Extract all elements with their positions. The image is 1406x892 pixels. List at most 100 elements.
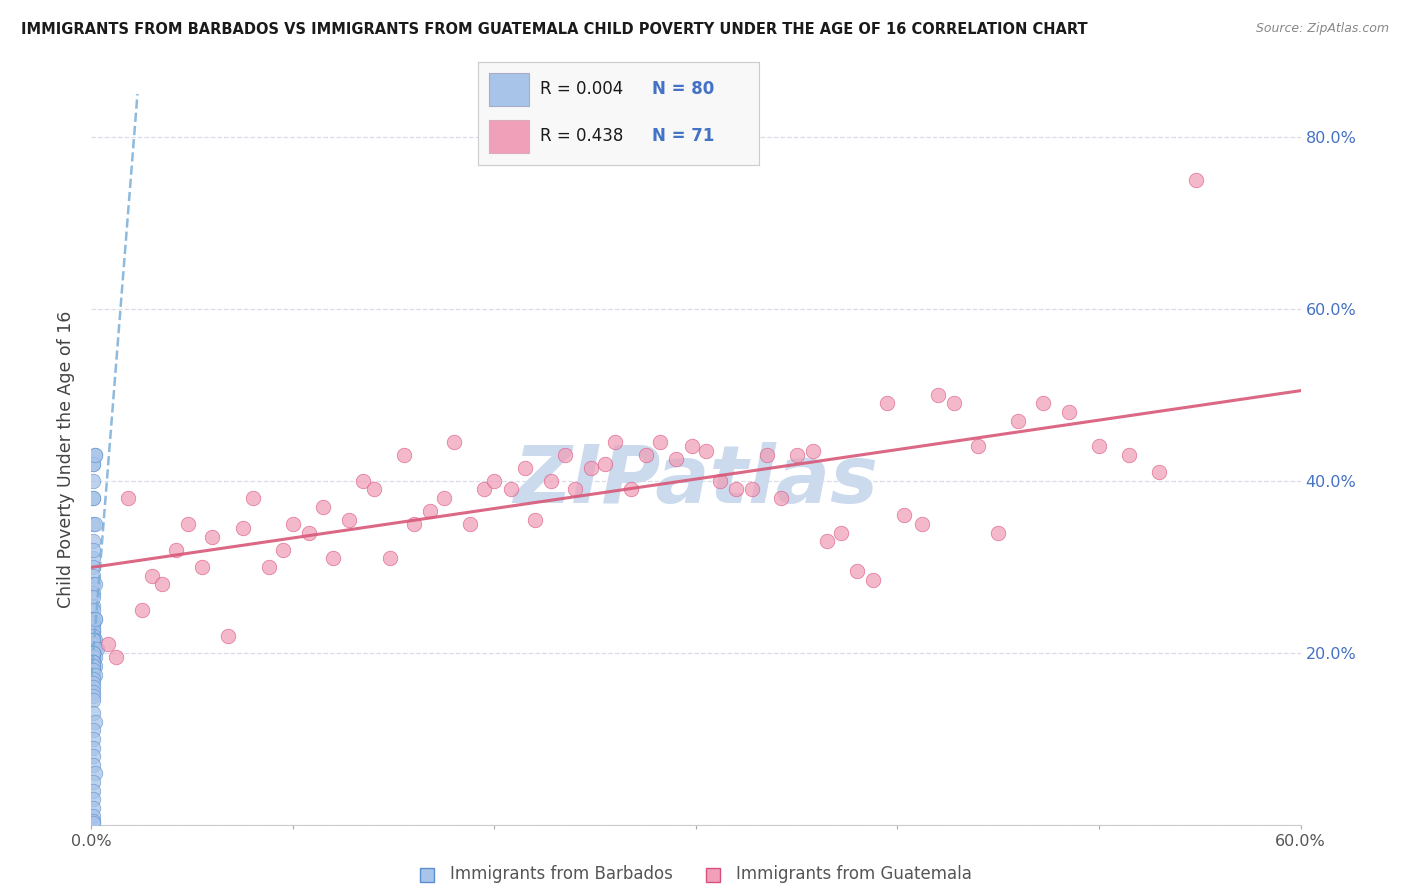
Point xyxy=(665,452,688,467)
Point xyxy=(709,474,731,488)
Point xyxy=(82,650,104,665)
Point xyxy=(312,500,335,514)
Point xyxy=(165,542,187,557)
Point xyxy=(322,551,344,566)
Point xyxy=(82,801,104,815)
Point xyxy=(769,491,792,505)
Point xyxy=(86,641,108,656)
Point xyxy=(84,659,107,673)
Point xyxy=(82,641,104,656)
Point xyxy=(786,448,808,462)
Point xyxy=(82,663,104,677)
Point xyxy=(620,483,643,497)
Point xyxy=(84,667,107,681)
Point xyxy=(82,491,104,505)
Point xyxy=(82,641,104,656)
Point xyxy=(579,461,602,475)
Point xyxy=(927,388,949,402)
Point xyxy=(82,667,104,681)
Point xyxy=(82,633,104,648)
Point xyxy=(1007,414,1029,428)
Point xyxy=(82,599,104,613)
Point xyxy=(298,525,321,540)
Point xyxy=(741,483,763,497)
Point xyxy=(82,792,104,806)
Point xyxy=(82,676,104,690)
Point xyxy=(725,483,748,497)
Point xyxy=(84,633,107,648)
Point xyxy=(150,577,173,591)
Point xyxy=(681,440,703,454)
Point xyxy=(82,663,104,677)
Point xyxy=(84,448,107,462)
Point xyxy=(605,435,627,450)
Point xyxy=(987,525,1010,540)
Point xyxy=(363,483,385,497)
Point xyxy=(443,435,465,450)
Point xyxy=(967,440,990,454)
Point xyxy=(1032,396,1054,410)
Point xyxy=(84,611,107,625)
Point xyxy=(104,650,127,665)
Point xyxy=(82,457,104,471)
Point xyxy=(82,693,104,707)
Point xyxy=(648,435,671,450)
Point xyxy=(846,564,869,578)
Text: ZIPatlas: ZIPatlas xyxy=(513,442,879,520)
Point xyxy=(82,650,104,665)
Point xyxy=(84,650,107,665)
Text: N = 80: N = 80 xyxy=(652,80,714,98)
Point xyxy=(564,483,586,497)
Point xyxy=(82,646,104,660)
Point xyxy=(392,448,415,462)
Point xyxy=(82,749,104,764)
Point xyxy=(84,516,107,531)
Point xyxy=(82,775,104,789)
Point xyxy=(472,483,495,497)
Point xyxy=(84,611,107,625)
Point xyxy=(84,577,107,591)
Point xyxy=(1088,440,1111,454)
Point xyxy=(201,530,224,544)
Point xyxy=(271,542,294,557)
Point xyxy=(82,603,104,617)
Point xyxy=(911,516,934,531)
Y-axis label: Child Poverty Under the Age of 16: Child Poverty Under the Age of 16 xyxy=(58,310,76,608)
Point xyxy=(82,633,104,648)
Point xyxy=(82,615,104,630)
Point xyxy=(82,816,104,830)
Bar xyxy=(489,120,529,153)
Point xyxy=(499,483,522,497)
Point xyxy=(191,560,214,574)
Point xyxy=(131,603,153,617)
Point xyxy=(484,474,506,488)
Point xyxy=(554,448,576,462)
Point xyxy=(1057,405,1080,419)
Point xyxy=(177,516,200,531)
Point xyxy=(82,586,104,600)
Point xyxy=(281,516,304,531)
Point xyxy=(82,650,104,665)
Point xyxy=(1184,172,1206,186)
Point xyxy=(231,521,253,535)
Point xyxy=(82,551,104,566)
Point xyxy=(352,474,374,488)
Point xyxy=(419,504,441,518)
Point xyxy=(82,723,104,738)
Point xyxy=(82,534,104,549)
Point xyxy=(830,525,852,540)
Point xyxy=(82,620,104,634)
Point xyxy=(1149,465,1171,479)
Point xyxy=(82,516,104,531)
Point xyxy=(378,551,401,566)
Point xyxy=(1118,448,1140,462)
Point xyxy=(82,659,104,673)
Point xyxy=(82,624,104,639)
Point xyxy=(82,457,104,471)
Point xyxy=(82,646,104,660)
Point xyxy=(82,740,104,755)
Point xyxy=(862,573,884,587)
Point xyxy=(82,474,104,488)
Point xyxy=(876,396,898,410)
Point xyxy=(82,590,104,604)
